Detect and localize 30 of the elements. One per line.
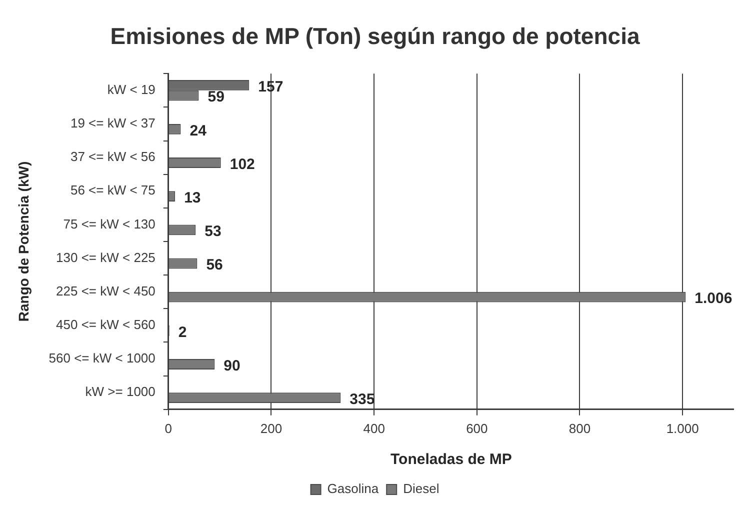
data-label: 2	[178, 324, 187, 341]
x-axis-title: Toneladas de MP	[390, 451, 512, 468]
x-tick-label: 800	[568, 420, 591, 436]
y-tick-label: 56 <= kW < 75	[70, 182, 156, 198]
data-label: 53	[204, 223, 222, 240]
x-tick-label: 400	[363, 420, 385, 436]
y-tick-label: 225 <= kW < 450	[56, 283, 156, 298]
data-label: 24	[190, 122, 208, 140]
y-tick-label: 450 <= kW < 560	[56, 317, 156, 332]
data-label: 102	[230, 156, 255, 173]
y-tick-label: 19 <= kW < 37	[70, 116, 156, 131]
y-tick-label: 75 <= kW < 130	[63, 216, 156, 232]
x-tick-label: 0	[164, 420, 172, 436]
y-tick-label: kW >= 1000	[85, 384, 156, 400]
data-label: 1.006	[694, 290, 732, 308]
data-label: 13	[184, 189, 201, 206]
data-label: 59	[208, 88, 224, 106]
y-tick-label: 560 <= kW < 1000	[48, 350, 156, 366]
x-tick-label: 1.000	[666, 420, 699, 436]
y-tick-label: 130 <= kW < 225	[56, 250, 156, 265]
x-tick-label: 200	[260, 420, 282, 436]
x-tick-label: 600	[466, 420, 488, 436]
y-axis-title: Rango de Potencia (kW)	[15, 161, 32, 322]
y-tick-label: 37 <= kW < 56	[70, 149, 156, 164]
legend-label: Diesel	[403, 481, 440, 496]
data-label: 56	[206, 256, 223, 274]
y-tick-label: kW < 19	[107, 82, 156, 97]
chart-title: Emisiones de MP (Ton) según rango de potencia	[110, 23, 640, 50]
legend-label: Gasolina	[327, 481, 380, 496]
data-label: 90	[224, 357, 240, 374]
